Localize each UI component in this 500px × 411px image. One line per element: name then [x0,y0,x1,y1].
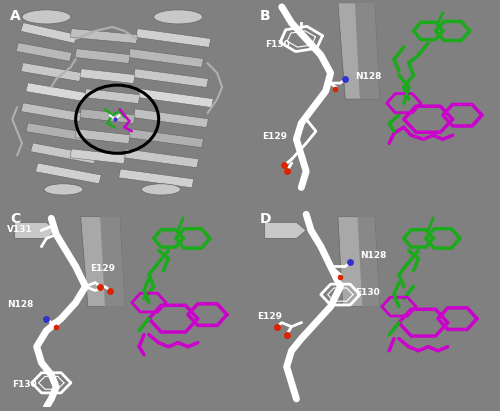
Polygon shape [16,43,72,61]
Text: F130: F130 [264,40,289,49]
Text: C: C [10,212,20,226]
Polygon shape [70,29,138,44]
Ellipse shape [154,10,202,24]
Polygon shape [20,23,77,43]
Ellipse shape [44,184,83,195]
Text: F130: F130 [12,380,37,389]
Polygon shape [128,48,204,67]
Polygon shape [355,3,380,99]
Ellipse shape [22,10,71,24]
Text: A: A [10,9,20,23]
Polygon shape [134,69,208,88]
Polygon shape [26,83,86,102]
Text: N128: N128 [360,252,386,261]
Polygon shape [14,222,56,238]
Polygon shape [84,89,140,104]
Text: E129: E129 [262,132,287,141]
Polygon shape [70,149,125,164]
Polygon shape [118,169,194,188]
Polygon shape [36,163,102,184]
Ellipse shape [142,184,180,195]
Polygon shape [80,109,135,124]
Polygon shape [80,216,124,307]
Polygon shape [136,29,211,47]
Polygon shape [30,143,96,164]
Text: E129: E129 [90,263,116,272]
Text: B: B [260,9,270,23]
Polygon shape [80,69,135,83]
Polygon shape [338,216,380,307]
Polygon shape [21,103,82,122]
Polygon shape [134,109,208,127]
Text: D: D [260,212,272,226]
Text: V131: V131 [8,225,33,234]
Polygon shape [138,89,213,108]
Text: E129: E129 [258,312,282,321]
Polygon shape [75,48,130,63]
Polygon shape [26,123,89,141]
Polygon shape [358,216,380,307]
Text: N128: N128 [8,300,34,309]
Polygon shape [128,129,204,148]
Polygon shape [100,216,124,307]
Polygon shape [21,63,82,81]
Text: N128: N128 [355,72,382,81]
Polygon shape [75,129,130,143]
Text: F130: F130 [355,288,380,297]
Polygon shape [338,3,380,99]
Polygon shape [264,222,306,238]
Polygon shape [124,149,198,168]
